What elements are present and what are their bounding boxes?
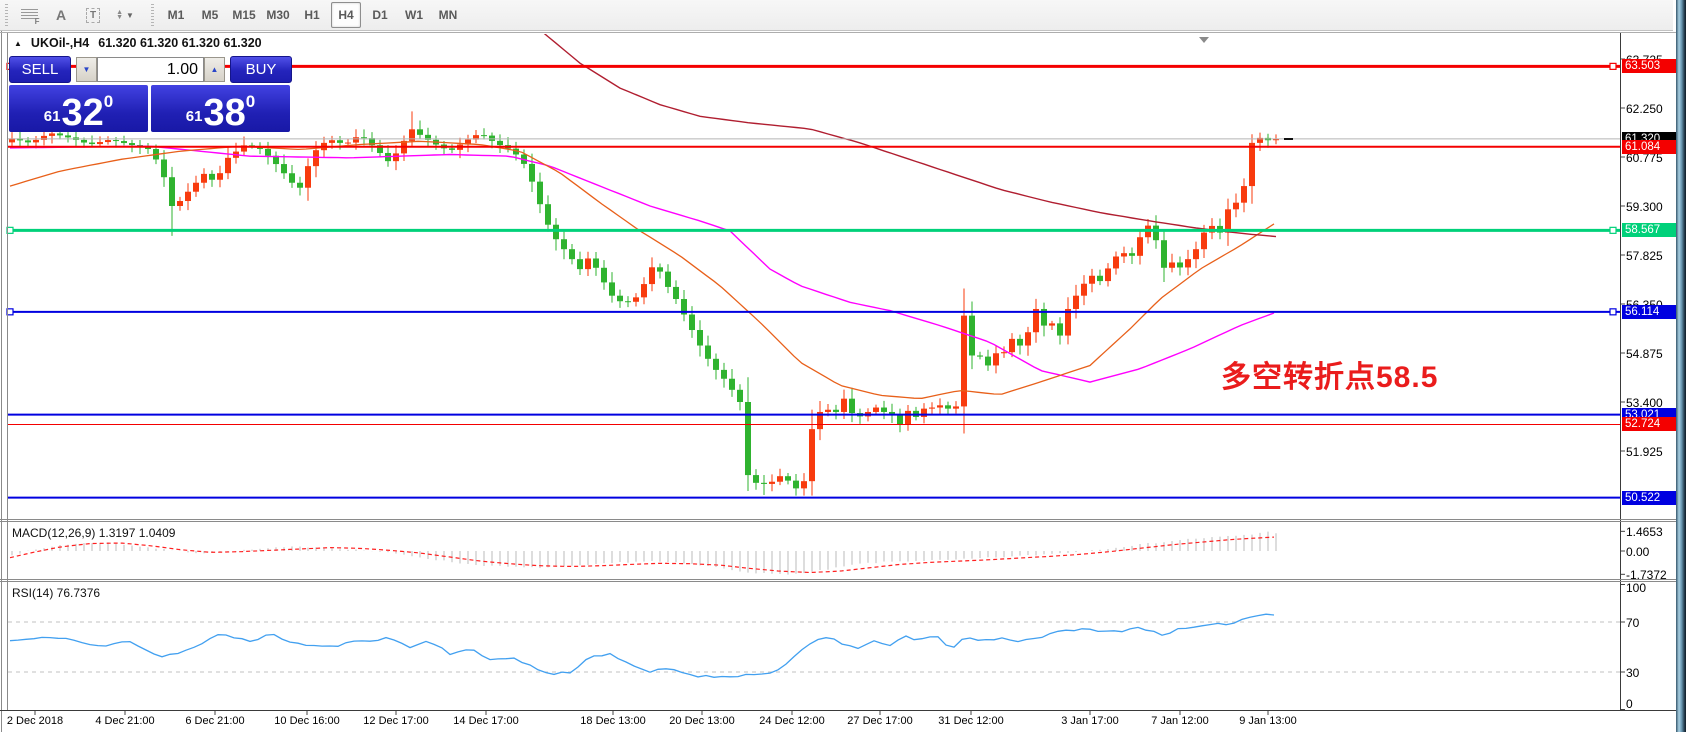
chevron-down-icon: ▼ [126,10,134,20]
window-left-edge [1,30,2,732]
chart-ohlc: 61.320 61.320 61.320 61.320 [98,36,262,50]
time-tick-label: 4 Dec 21:00 [95,715,155,727]
rsi-scale-tick: 100 [1626,581,1647,595]
price-tick: 57.825 [1626,248,1663,263]
text-box-icon[interactable]: T [79,2,107,28]
rsi-scale-tick: 30 [1626,666,1640,680]
collapse-triangle-icon[interactable]: ▲ [14,38,22,48]
tf-button-H4[interactable]: H4 [331,2,361,28]
price-tick: 54.875 [1626,346,1663,361]
price-tick: 60.775 [1626,150,1663,165]
toolbar-grip[interactable] [149,4,156,26]
timeframe-group: M1 M5 M15 M30 H1 H4 D1 W1 MN [159,2,465,28]
bid-major: 61 [43,108,61,125]
macd-splitter[interactable] [0,519,1676,520]
time-tick-label: 14 Dec 17:00 [453,715,519,727]
tf-button-M1[interactable]: M1 [167,8,185,22]
time-tick-label: 3 Jan 17:00 [1061,715,1119,727]
chart-left-border [7,32,8,710]
price-level-label: 58.567 [1622,223,1676,238]
macd-scale-tick: -1.7372 [1626,568,1667,583]
rsi-scale-tick: 70 [1626,616,1640,630]
ask-major: 61 [185,108,203,125]
volume-increase-button[interactable]: ▲ [204,57,225,82]
toolbar-grip[interactable] [3,4,10,26]
price-tick: 51.925 [1626,444,1663,459]
macd-scale-tick: 1.4653 [1626,525,1663,540]
bid-big: 32 [61,92,104,134]
volume-decrease-button[interactable]: ▼ [76,57,97,82]
volume-input[interactable] [97,57,204,82]
buy-button[interactable]: BUY [230,56,292,83]
time-tick-label: 24 Dec 12:00 [759,715,825,727]
price-level-label: 56.114 [1622,304,1676,319]
ask-price-button[interactable]: 61 38 0 [151,85,290,132]
toolbar: F A T ▲ ▼ ▼ M1 M5 M15 M30 H1 H4 D1 W1 MN [0,0,1673,31]
price-axis-border [1620,32,1621,710]
ask-big: 38 [203,92,246,134]
tf-button-M5[interactable]: M5 [201,8,219,22]
time-tick-label: 18 Dec 13:00 [580,715,646,727]
chart-title: ▲ UKOil-,H4 61.320 61.320 61.320 61.320 [14,36,262,50]
bid-pip: 0 [103,92,114,111]
price-level-label: 50.522 [1622,490,1676,505]
macd-scale-tick: 0.00 [1626,545,1650,559]
tf-button-M30[interactable]: M30 [266,8,290,22]
window-right-edge [1676,0,1686,732]
price-tick: 62.250 [1626,101,1663,116]
tf-button-MN[interactable]: MN [438,8,458,22]
time-tick-label: 7 Jan 12:00 [1151,715,1209,727]
time-tick-label: 12 Dec 17:00 [363,715,429,727]
rsi-scale-tick: 0 [1626,697,1633,711]
time-tick-label: 20 Dec 13:00 [669,715,735,727]
ask-pip: 0 [245,92,256,111]
time-tick-label: 6 Dec 21:00 [185,715,245,727]
tf-button-D1[interactable]: D1 [372,8,388,22]
sell-button[interactable]: SELL [9,56,71,83]
price-level-label: 61.084 [1622,139,1676,154]
chart-shift-marker[interactable] [1199,37,1209,43]
price-tick: 53.400 [1626,395,1663,410]
price-tick: 59.300 [1626,199,1663,214]
grid-f-icon[interactable]: F [15,2,43,28]
time-axis-border [0,710,1676,711]
time-tick-label: 10 Dec 16:00 [274,715,340,727]
chart-symbol: UKOil-,H4 [30,36,90,50]
text-label-icon[interactable]: A [55,7,67,23]
time-tick-label: 31 Dec 12:00 [938,715,1004,727]
time-tick-label: 9 Jan 13:00 [1239,715,1297,727]
rsi-splitter[interactable] [0,581,1676,582]
time-tick-label: 27 Dec 17:00 [847,715,913,727]
current-bar-marker [1284,138,1293,140]
chart-top-border [0,32,1676,33]
price-level-label: 63.503 [1622,59,1676,74]
tf-button-W1[interactable]: W1 [405,8,423,22]
macd-label: MACD(12,26,9) 1.3197 1.0409 [12,526,176,540]
tf-button-M15[interactable]: M15 [232,8,256,22]
bid-price-button[interactable]: 61 32 0 [9,85,148,132]
time-tick-label: 2 Dec 2018 [6,715,64,727]
tf-button-H1[interactable]: H1 [304,8,320,22]
rsi-label: RSI(14) 76.7376 [12,586,101,600]
macd-splitter[interactable] [0,521,1676,522]
chart-annotation-text: 多空转折点58.5 [1221,361,1439,394]
arrows-icon[interactable]: ▲ ▼ ▼ [116,9,134,21]
price-level-label: 52.724 [1622,417,1676,432]
rsi-splitter[interactable] [0,579,1676,580]
